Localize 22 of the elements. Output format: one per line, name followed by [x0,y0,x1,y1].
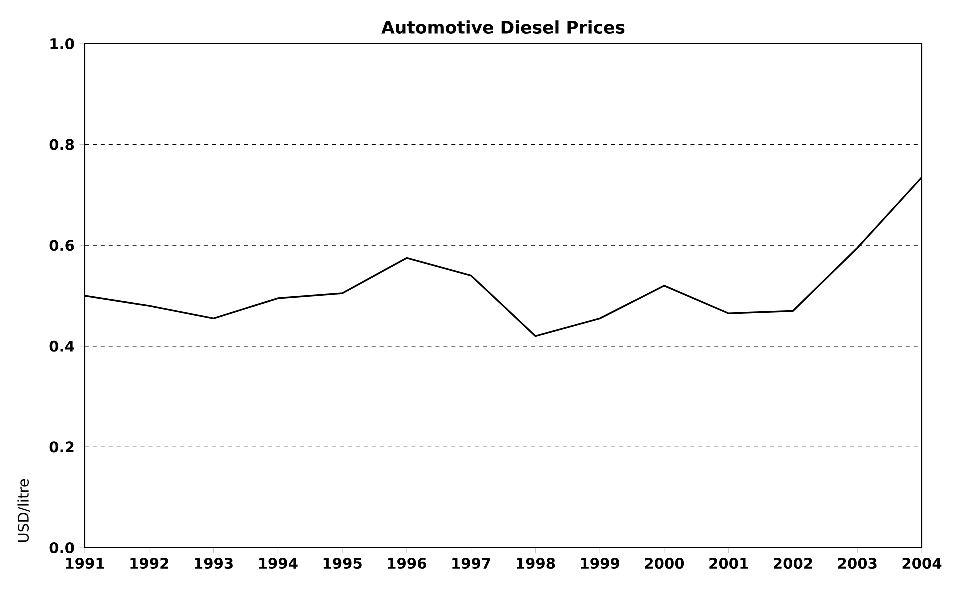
y-tick-label: 0.2 [50,442,74,453]
y-tick-label: 0.8 [50,139,74,150]
x-tick-label: 2000 [645,558,684,570]
x-tick-label: 2002 [774,558,812,570]
y-tick-label: 0.4 [50,340,74,352]
x-tick-label: 2004 [902,558,942,570]
x-tick-label: 1994 [259,558,298,570]
y-tick-label: 1.0 [50,38,74,50]
y-tick-label: 0.0 [50,542,74,554]
x-tick-label: 1993 [195,558,233,570]
x-tick-label: 1991 [66,558,104,570]
x-tick-label: 1996 [388,558,426,570]
x-tick-label: 2001 [710,558,748,570]
chart-title: Automotive Diesel Prices [382,20,625,34]
x-tick-label: 1999 [581,558,620,570]
x-tick-label: 1997 [452,558,490,570]
x-tick-label: 1992 [130,558,168,570]
x-tick-label: 1998 [517,558,556,570]
y-axis-title: USD/litre [18,479,30,542]
x-tick-label: 2003 [838,558,877,570]
y-tick-label: 0.6 [50,240,74,252]
x-tick-label: 1995 [324,558,362,570]
